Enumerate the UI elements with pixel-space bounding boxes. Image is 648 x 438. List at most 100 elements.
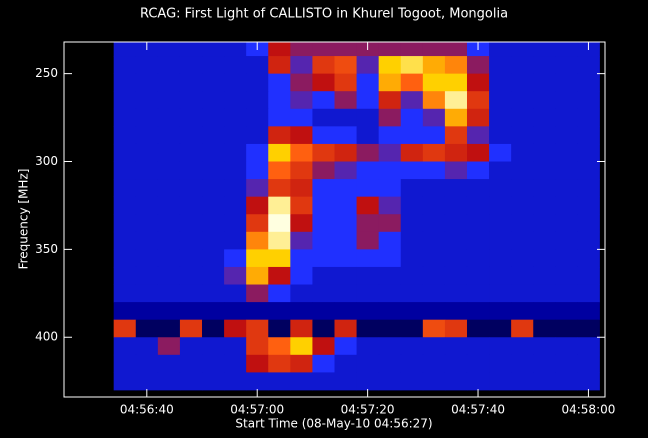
spectrogram-cell bbox=[113, 319, 137, 338]
spectrogram-cell bbox=[290, 108, 313, 127]
spectrogram-cell bbox=[489, 266, 512, 285]
spectrogram-cell bbox=[400, 337, 424, 356]
spectrogram-cell bbox=[378, 302, 402, 321]
spectrogram-cell bbox=[533, 56, 556, 75]
spectrogram-cell bbox=[444, 231, 468, 250]
spectrogram-cell bbox=[135, 108, 159, 127]
spectrogram-cell bbox=[224, 73, 247, 92]
spectrogram-cell bbox=[422, 266, 446, 285]
spectrogram-cell bbox=[290, 249, 313, 268]
spectrogram-cell bbox=[268, 337, 291, 356]
spectrogram-cell bbox=[378, 196, 402, 215]
spectrogram-cell bbox=[268, 302, 291, 321]
spectrogram-cell bbox=[224, 108, 247, 127]
spectrogram-cell bbox=[113, 231, 137, 250]
spectrogram-cell bbox=[312, 372, 335, 391]
spectrogram-cell bbox=[312, 302, 335, 321]
spectrogram-cell bbox=[224, 42, 247, 57]
spectrogram-cell bbox=[422, 161, 446, 180]
spectrogram-cell bbox=[157, 73, 181, 92]
spectrogram-cell bbox=[555, 214, 578, 233]
spectrogram-cell bbox=[555, 337, 578, 356]
spectrogram-cell bbox=[356, 302, 380, 321]
spectrogram-cell bbox=[135, 372, 159, 391]
spectrogram-cell bbox=[422, 91, 446, 110]
spectrogram-cell bbox=[224, 302, 247, 321]
spectrogram-cell bbox=[202, 302, 225, 321]
x-tick-label: 04:57:00 bbox=[230, 403, 284, 417]
spectrogram-cell bbox=[224, 337, 247, 356]
x-tick-label: 04:57:20 bbox=[341, 403, 395, 417]
spectrogram-cell bbox=[489, 42, 512, 57]
spectrogram-cell bbox=[135, 179, 159, 198]
spectrogram-cell bbox=[224, 231, 247, 250]
spectrogram-cell bbox=[268, 56, 291, 75]
spectrogram-cell bbox=[555, 319, 578, 338]
spectrogram-cell bbox=[511, 284, 534, 303]
spectrogram-cell bbox=[356, 319, 380, 338]
spectrogram-cell bbox=[466, 337, 490, 356]
spectrogram-cell bbox=[334, 266, 357, 285]
spectrogram-cell bbox=[555, 73, 578, 92]
spectrogram-cell bbox=[444, 126, 468, 145]
spectrogram-cell bbox=[179, 337, 203, 356]
spectrogram-cell bbox=[202, 337, 225, 356]
spectrogram-cell bbox=[555, 284, 578, 303]
spectrogram-cell bbox=[533, 108, 556, 127]
spectrogram-cell bbox=[533, 73, 556, 92]
spectrogram-cell bbox=[268, 161, 291, 180]
spectrogram-cell bbox=[334, 337, 357, 356]
spectrogram-cell bbox=[290, 91, 313, 110]
spectrogram-cell bbox=[577, 179, 600, 198]
spectrogram-cell bbox=[202, 196, 225, 215]
spectrogram-cell bbox=[268, 91, 291, 110]
spectrogram-cell bbox=[378, 56, 402, 75]
spectrogram-cell bbox=[356, 73, 380, 92]
spectrogram-cell bbox=[577, 73, 600, 92]
spectrogram-cell bbox=[135, 196, 159, 215]
spectrogram-cell bbox=[444, 337, 468, 356]
spectrogram-cell bbox=[533, 42, 556, 57]
spectrogram-cell bbox=[444, 372, 468, 391]
spectrogram-cell bbox=[489, 179, 512, 198]
spectrogram-cell bbox=[533, 284, 556, 303]
spectrogram-cell bbox=[290, 266, 313, 285]
spectrogram-cell bbox=[246, 108, 269, 127]
spectrogram-cell bbox=[356, 196, 380, 215]
spectrogram-cell bbox=[135, 266, 159, 285]
spectrogram-cell bbox=[422, 126, 446, 145]
spectrogram-cell bbox=[422, 214, 446, 233]
spectrogram-cell bbox=[444, 319, 468, 338]
spectrogram-cell bbox=[268, 42, 291, 57]
x-axis-label: Start Time (08-May-10 04:56:27) bbox=[235, 417, 432, 431]
spectrogram-cell bbox=[312, 319, 335, 338]
spectrogram-cell bbox=[555, 302, 578, 321]
spectrogram-cell bbox=[555, 354, 578, 373]
spectrogram-cell bbox=[422, 354, 446, 373]
spectrogram-cell bbox=[290, 284, 313, 303]
spectrogram-cell bbox=[268, 266, 291, 285]
spectrogram-cell bbox=[224, 196, 247, 215]
spectrogram-cell bbox=[202, 161, 225, 180]
spectrogram-cell bbox=[511, 73, 534, 92]
spectrogram-cell bbox=[157, 319, 181, 338]
spectrogram-cell bbox=[400, 319, 424, 338]
spectrogram-cell bbox=[224, 56, 247, 75]
spectrogram-cell bbox=[312, 126, 335, 145]
spectrogram-cell bbox=[246, 266, 269, 285]
spectrogram-cell bbox=[489, 214, 512, 233]
spectrogram-cell bbox=[400, 214, 424, 233]
spectrogram-cell bbox=[444, 302, 468, 321]
spectrogram-cell bbox=[312, 266, 335, 285]
spectrogram-cell bbox=[533, 302, 556, 321]
x-tick-label: 04:56:40 bbox=[120, 403, 174, 417]
spectrogram-cell bbox=[179, 284, 203, 303]
spectrogram-cell bbox=[179, 42, 203, 57]
spectrogram-cell bbox=[246, 73, 269, 92]
spectrogram-cell bbox=[290, 372, 313, 391]
spectrogram-cell bbox=[555, 143, 578, 162]
spectrogram-cell bbox=[422, 319, 446, 338]
spectrogram-cell bbox=[378, 126, 402, 145]
spectrogram-cell bbox=[202, 214, 225, 233]
